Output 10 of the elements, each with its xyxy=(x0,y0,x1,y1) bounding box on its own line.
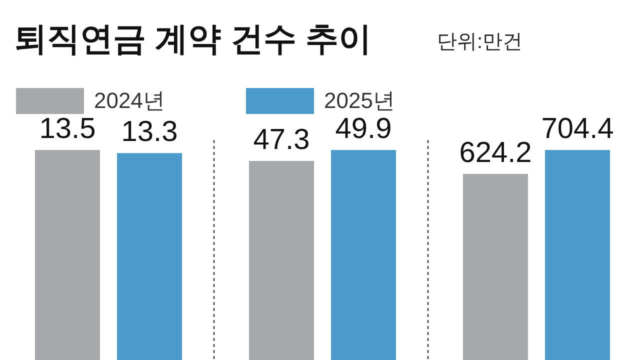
text: 단위:만건 xyxy=(437,31,523,53)
data-label: 13.5 xyxy=(39,113,96,145)
legend-label: 2025년 xyxy=(324,88,395,114)
data-label: 47.3 xyxy=(253,124,310,156)
data-label: 49.9 xyxy=(335,113,392,145)
data-label: 624.2 xyxy=(459,136,532,169)
legend-label: 2024년 xyxy=(94,88,165,114)
chart-title: 퇴직연금 계약 건수 추이 xyxy=(14,20,372,57)
data-label: 704.4 xyxy=(541,113,614,145)
data-label: 13.3 xyxy=(121,116,178,148)
